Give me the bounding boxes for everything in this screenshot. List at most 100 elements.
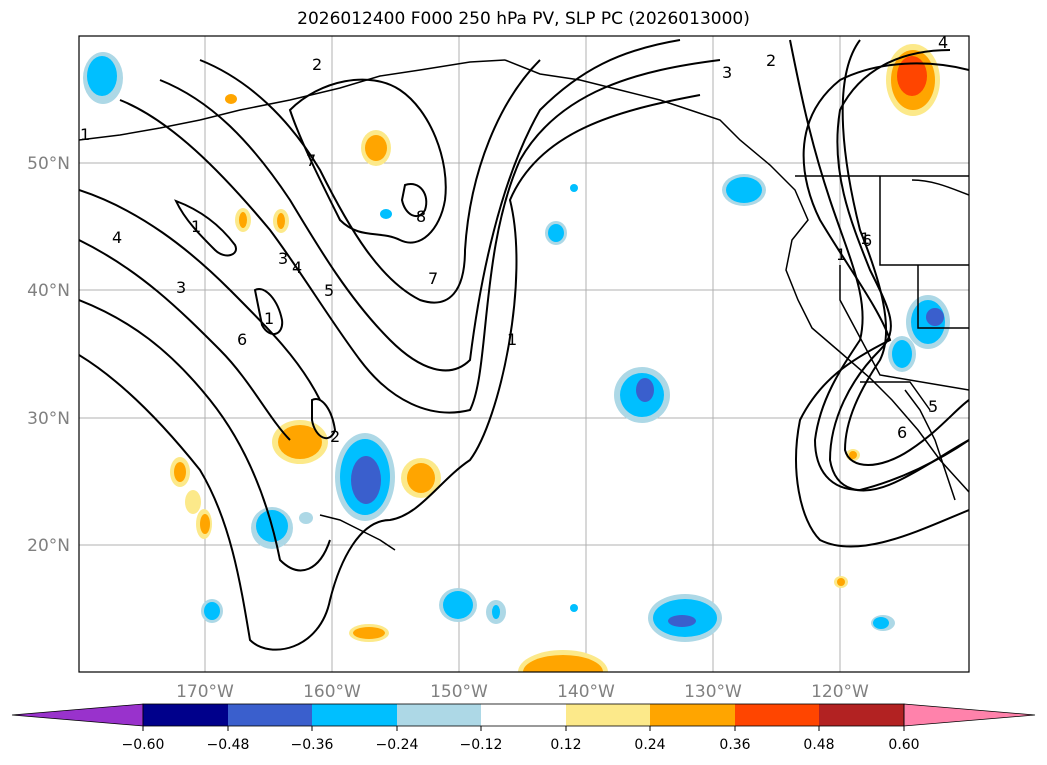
- pv-blob-negative: [726, 177, 762, 203]
- slp-contours: [79, 39, 969, 651]
- contour-label: 3: [722, 63, 732, 82]
- coastline-north-america: [504, 59, 969, 493]
- pv-blob-negative: [443, 591, 473, 619]
- pv-shading: [83, 44, 950, 672]
- colorbar-tick-label: 0.12: [550, 737, 581, 753]
- contour-label: 1: [836, 245, 846, 264]
- colorbar-tick-label: −0.60: [122, 737, 165, 753]
- coastline-aleutians: [79, 119, 201, 141]
- border-canada-provinces: [911, 179, 969, 196]
- lon-label-140w: 140°W: [557, 682, 615, 702]
- coastline-aleutians: [199, 59, 506, 121]
- slp-contour-4: [79, 189, 321, 401]
- slp-contour-east-1: [795, 62, 969, 548]
- slp-contour-6: [159, 39, 681, 372]
- contour-label: 6: [897, 423, 907, 442]
- slp-contour-east-3: [841, 39, 969, 466]
- lon-label-130w: 130°W: [684, 682, 742, 702]
- border-us-states: [917, 265, 969, 329]
- pv-blob-positive: [239, 212, 247, 228]
- pv-blob-positive: [278, 425, 322, 459]
- map-title: 2026012400 F000 250 hPa PV, SLP PC (2026…: [297, 9, 750, 29]
- colorbar-segment: [650, 704, 735, 726]
- slp-contour-8: [288, 78, 447, 244]
- pv-blob-negative: [873, 617, 889, 629]
- slp-contour-closed-3: [311, 398, 337, 440]
- lon-label-120w: 120°W: [811, 682, 869, 702]
- colorbar-tick-label: 0.36: [719, 737, 750, 753]
- slp-contour-east-4: [789, 39, 969, 492]
- pv-blob-positive: [523, 655, 603, 672]
- contour-label: 2: [312, 55, 322, 74]
- pv-blob-positive: [837, 578, 845, 586]
- contour-label: 3: [176, 278, 186, 297]
- colorbar-ticks: [142, 726, 905, 731]
- pv-blob-positive: [365, 135, 387, 161]
- pv-blob-positive: [174, 462, 186, 482]
- pv-blob-positive: [407, 463, 435, 493]
- contour-labels: 2 3 2 7 1 1 4 1 3 4 8 3 5 7 6 1 2 1 1 6 …: [80, 33, 948, 446]
- lat-label-20n: 20°N: [27, 536, 70, 556]
- pv-blob-negative: [926, 308, 944, 326]
- colorbar-segment: [397, 704, 481, 726]
- coastline-hawaii: [319, 514, 396, 551]
- colorbar-segment: [143, 704, 228, 726]
- pv-blob-negative: [380, 209, 392, 219]
- border-us-mexico: [860, 381, 931, 411]
- contour-label: 5: [928, 397, 938, 416]
- contour-label: 3: [278, 249, 288, 268]
- coastlines: [79, 59, 969, 551]
- contour-label: 7: [428, 269, 438, 288]
- contour-label: 1: [80, 125, 90, 144]
- colorbar-extend-high: [903, 703, 1036, 727]
- pv-blob-negative: [570, 184, 578, 192]
- slp-contour-3: [79, 239, 291, 441]
- lon-label-160w: 160°W: [303, 682, 361, 702]
- lat-label-30n: 30°N: [27, 409, 70, 429]
- pv-blob-positive: [353, 627, 385, 639]
- pv-blob-positive: [897, 56, 927, 96]
- lon-label-150w: 150°W: [430, 682, 488, 702]
- contour-label: 1: [264, 309, 274, 328]
- colorbar-segment: [228, 704, 312, 726]
- contour-label: 2: [330, 427, 340, 446]
- pv-blob-negative: [636, 378, 654, 402]
- colorbar-segment: [566, 704, 650, 726]
- colorbar-segment: [312, 704, 397, 726]
- pv-blob-negative: [892, 340, 912, 368]
- contour-label: 6: [237, 330, 247, 349]
- pv-blob-positive: [225, 94, 237, 104]
- slp-contour-5: [119, 59, 721, 414]
- lat-label-40n: 40°N: [27, 281, 70, 301]
- colorbar-tick-label: −0.12: [460, 737, 503, 753]
- pv-blob-negative: [548, 224, 564, 242]
- slp-contour-7: [199, 59, 541, 304]
- colorbar-segment: [481, 704, 566, 726]
- contour-label: 7: [306, 151, 316, 170]
- colorbar-segment: [819, 704, 904, 726]
- contour-label: 1: [860, 229, 870, 248]
- colorbar-segment: [735, 704, 819, 726]
- gridlines: [79, 36, 969, 672]
- pv-blob-negative: [87, 56, 117, 96]
- contour-label: 6: [862, 231, 872, 250]
- colorbar: −0.60 −0.48 −0.36 −0.24 −0.12 0.12 0.24 …: [11, 703, 1036, 753]
- contour-label: 5: [324, 281, 334, 300]
- lon-label-170w: 170°W: [176, 682, 234, 702]
- pv-blob-negative: [570, 604, 578, 612]
- pv-blob-negative: [668, 615, 696, 627]
- latitude-axis-labels: 50°N 40°N 30°N 20°N: [27, 154, 70, 556]
- pv-blob-negative: [492, 605, 500, 619]
- slp-contour-east-2: [828, 49, 969, 492]
- lat-label-50n: 50°N: [27, 154, 70, 174]
- slp-contour-1: [79, 94, 701, 651]
- map-plot-area: 2 3 2 7 1 1 4 1 3 4 8 3 5 7 6 1 2 1 1 6 …: [79, 33, 969, 672]
- coastline-baja: [904, 389, 956, 501]
- contour-label: 4: [938, 33, 948, 52]
- contour-label: 4: [112, 228, 122, 247]
- colorbar-extend-low: [11, 703, 144, 727]
- contour-label: 2: [766, 51, 776, 70]
- pv-blob-negative: [204, 602, 220, 620]
- pv-blob-negative: [299, 512, 313, 524]
